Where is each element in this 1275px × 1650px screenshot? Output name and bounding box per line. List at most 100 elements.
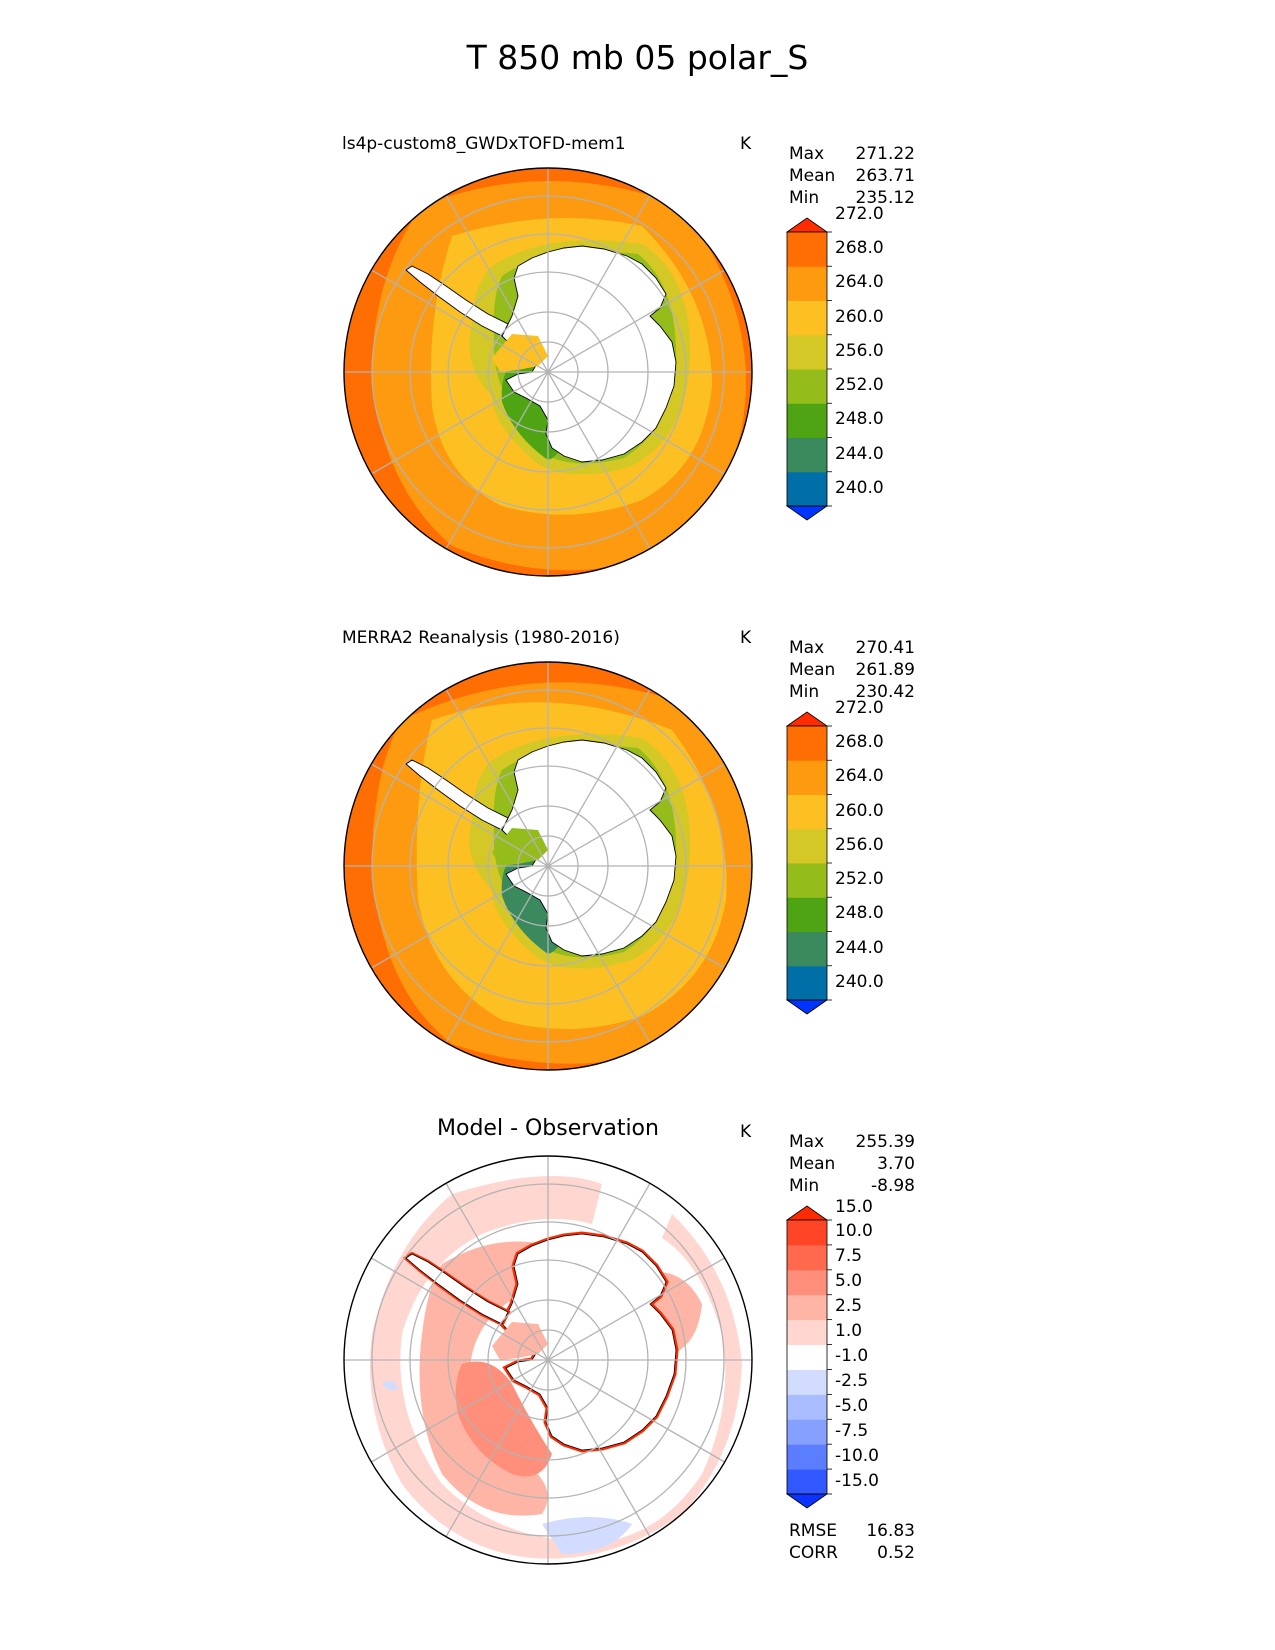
colorbar-tick-label: -5.0 xyxy=(835,1395,869,1416)
field-gap-region xyxy=(492,334,548,372)
field-layer xyxy=(344,662,752,1070)
field-gap-region xyxy=(492,828,548,866)
colorbar-tick-label: 264.0 xyxy=(835,766,884,787)
field-anomaly-medium xyxy=(419,1241,548,1516)
colorbar-segment xyxy=(787,471,827,507)
colorbar-segment xyxy=(787,794,827,830)
polar-map-model xyxy=(343,167,753,577)
colorbar-segment xyxy=(787,1369,827,1395)
colorbar-segment xyxy=(787,334,827,370)
colorbar-tick-label: 252.0 xyxy=(835,375,884,396)
stat-label: Min xyxy=(789,682,820,702)
colorbar-tick-label: -15.0 xyxy=(835,1470,879,1491)
colorbar-segment xyxy=(787,1319,827,1346)
stats-box-model: Max 271.22 Mean 263.71 Min 235.12 xyxy=(789,143,915,209)
graticule xyxy=(344,662,752,1070)
colorbar-segment xyxy=(787,266,827,301)
colorbar-tick-label: 2.5 xyxy=(835,1296,863,1317)
colorbar-segment xyxy=(787,1469,827,1495)
stats-box-diff: Max 255.39 Mean 3.70 Min -8.98 xyxy=(789,1131,915,1197)
colorbar-tick-label: 268.0 xyxy=(835,732,884,753)
units-label-diff: K xyxy=(740,1122,752,1142)
colorbar-segment xyxy=(787,1244,827,1271)
colorbar-tick-label: 1.0 xyxy=(835,1321,863,1342)
colorbar-tick-label: 268.0 xyxy=(835,238,884,259)
stat-label: Min xyxy=(789,188,820,208)
colorbar-segment xyxy=(787,1220,827,1246)
map-boundary xyxy=(343,661,753,1071)
colorbar-frame xyxy=(786,1219,828,1495)
stat-label: Mean xyxy=(789,1154,836,1174)
colorbar-tick-label: 272.0 xyxy=(835,203,884,224)
colorbar-extend-max xyxy=(785,711,829,727)
colorbar-tick-label: -2.5 xyxy=(835,1370,869,1391)
colorbar-segment xyxy=(787,232,827,267)
colorbar-tick-label: 240.0 xyxy=(835,477,884,498)
field-anomaly-negative xyxy=(542,1517,632,1554)
antarctic-peninsula xyxy=(405,759,509,831)
colorbar-tick-label: 260.0 xyxy=(835,306,884,327)
field-anomaly-strong xyxy=(455,1361,552,1477)
stat-label: RMSE xyxy=(789,1521,838,1541)
colorbar-segment xyxy=(787,726,827,761)
meridian-line xyxy=(371,763,725,969)
colorbar-obs xyxy=(785,711,832,1015)
antarctic-peninsula xyxy=(405,1253,509,1325)
graticule xyxy=(344,168,752,576)
colorbar-tick-label: -10.0 xyxy=(835,1445,879,1466)
colorbar-segment xyxy=(787,1344,827,1370)
stats-box-obs: Max 270.41 Mean 261.89 Min 230.42 xyxy=(789,637,915,703)
panel-title-model: ls4p-custom8_GWDxTOFD-mem1 xyxy=(342,134,626,154)
stat-min-value: 235.12 xyxy=(855,188,915,208)
stat-rmse-value: 16.83 xyxy=(866,1521,915,1541)
colorbar-segment xyxy=(787,369,827,404)
stat-mean-value: 261.89 xyxy=(855,660,915,680)
stat-min-value: -8.98 xyxy=(871,1176,915,1196)
colorbar-segment xyxy=(787,1269,827,1296)
units-label-model: K xyxy=(740,134,752,154)
colorbar-tick-label: 15.0 xyxy=(835,1196,873,1217)
colorbar-tick-label: 256.0 xyxy=(835,834,884,855)
colorbar-tick-label: 248.0 xyxy=(835,409,884,430)
stat-corr-value: 0.52 xyxy=(877,1543,915,1563)
stat-max-value: 271.22 xyxy=(855,144,915,164)
graticule xyxy=(344,1156,752,1564)
polar-map-obs xyxy=(343,661,753,1071)
colorbar-tick-label: 252.0 xyxy=(835,869,884,890)
colorbar-tick-label: 256.0 xyxy=(835,340,884,361)
colorbar-segment xyxy=(787,863,827,898)
colorbar-extend-min xyxy=(785,505,829,521)
colorbar-segment xyxy=(787,931,827,967)
antarctic-peninsula xyxy=(405,265,509,337)
colorbar-segment xyxy=(787,760,827,795)
colorbar-tick-label: 244.0 xyxy=(835,443,884,464)
colorbar-model xyxy=(785,217,832,521)
colorbar-segment xyxy=(787,965,827,1001)
stat-min-value: 230.42 xyxy=(855,682,915,702)
colorbar-extend-min xyxy=(785,1493,829,1509)
colorbar-segment xyxy=(787,828,827,864)
colorbar-extend-max xyxy=(785,217,829,233)
field-layer xyxy=(344,168,752,576)
stat-max-value: 255.39 xyxy=(855,1132,915,1152)
colorbar-segment xyxy=(787,1444,827,1470)
stat-mean-value: 3.70 xyxy=(877,1154,915,1174)
colorbar-segment xyxy=(787,1294,827,1321)
colorbar-segment xyxy=(787,437,827,473)
colorbar-segment xyxy=(787,1394,827,1420)
stat-mean-value: 263.71 xyxy=(855,166,915,186)
colorbar-tick-label: 272.0 xyxy=(835,697,884,718)
stat-label: Mean xyxy=(789,166,836,186)
colorbar-extend-min xyxy=(785,999,829,1015)
stat-label: CORR xyxy=(789,1543,838,1563)
colorbar-tick-label: 264.0 xyxy=(835,272,884,293)
colorbar-tick-label: -1.0 xyxy=(835,1346,869,1366)
colorbar-extend-max xyxy=(785,1205,829,1221)
colorbar-tick-label: 248.0 xyxy=(835,903,884,924)
stat-label: Max xyxy=(789,144,825,164)
meridian-line xyxy=(371,1257,725,1463)
panel-title-obs: MERRA2 Reanalysis (1980-2016) xyxy=(342,628,620,648)
colorbar-tick-label: 260.0 xyxy=(835,800,884,821)
field-anomaly-negative-west xyxy=(382,1380,398,1391)
colorbar-tick-label: 5.0 xyxy=(835,1271,863,1292)
